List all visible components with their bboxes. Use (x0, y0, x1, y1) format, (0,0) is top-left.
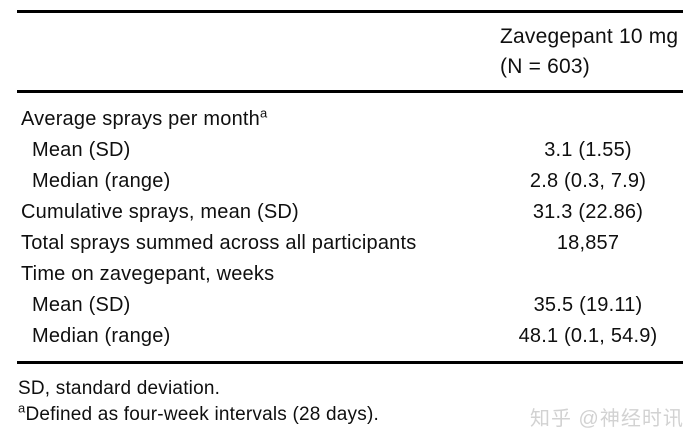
row-label: Time on zavegepant, weeks (17, 263, 493, 286)
table-body: Average sprays per montha Mean (SD) 3.1 … (17, 93, 683, 361)
row-label: Mean (SD) (17, 294, 493, 317)
row-label-text: Time on zavegepant, weeks (21, 263, 275, 285)
row-value: 18,857 (556, 232, 620, 254)
row-label-text: Cumulative sprays, mean (SD) (21, 201, 299, 223)
row-label: Cumulative sprays, mean (SD) (17, 201, 493, 224)
row-label: Average sprays per montha (17, 105, 493, 131)
row-label-text: Median (range) (32, 325, 171, 347)
table-header-rule (17, 90, 683, 93)
footnote-sd: SD, standard deviation. (18, 376, 683, 402)
table-row: Mean (SD) 35.5 (19.11) (17, 290, 683, 321)
row-label-text: Median (range) (32, 170, 171, 192)
row-label: Median (range) (17, 325, 493, 348)
row-label-text: Mean (SD) (32, 139, 131, 161)
table-header: Zavegepant 10 mg (N = 603) (17, 13, 683, 90)
footnote-marker: a (260, 105, 268, 121)
table-row: Median (range) 48.1 (0.1, 54.9) (17, 321, 683, 352)
row-value: 35.5 (19.11) (533, 294, 643, 316)
footnote-text: SD, standard deviation. (18, 378, 221, 399)
row-label-text: Mean (SD) (32, 294, 131, 316)
statistics-table: Zavegepant 10 mg (N = 603) Average spray… (17, 10, 683, 428)
table-row: Average sprays per montha (17, 104, 683, 135)
table-row: Total sprays summed across all participa… (17, 228, 683, 259)
table-row: Time on zavegepant, weeks (17, 259, 683, 290)
row-value: 31.3 (22.86) (532, 201, 644, 223)
row-value: 3.1 (1.55) (544, 139, 632, 161)
table-row: Cumulative sprays, mean (SD) 31.3 (22.86… (17, 197, 683, 228)
footnote-text: Defined as four-week intervals (28 days)… (25, 404, 379, 425)
row-label: Mean (SD) (17, 139, 493, 162)
table-footnotes: SD, standard deviation. aDefined as four… (17, 364, 683, 428)
row-label-text: Average sprays per month (21, 108, 260, 130)
row-label-text: Total sprays summed across all participa… (21, 232, 417, 254)
row-label: Total sprays summed across all participa… (17, 232, 493, 255)
row-value: 48.1 (0.1, 54.9) (518, 325, 658, 347)
column-header-line1: Zavegepant 10 mg (500, 25, 679, 48)
column-header-line2: (N = 603) (500, 55, 590, 78)
table-top-rule (17, 10, 683, 13)
row-label: Median (range) (17, 170, 493, 193)
zhihu-watermark: 知乎 @神经时讯 (530, 408, 684, 430)
table-row: Median (range) 2.8 (0.3, 7.9) (17, 166, 683, 197)
row-value: 2.8 (0.3, 7.9) (529, 170, 647, 192)
table-bottom-rule (17, 361, 683, 364)
footnote-marker: a (18, 400, 26, 416)
footnote-a: aDefined as four-week intervals (28 days… (18, 402, 683, 428)
table-row: Mean (SD) 3.1 (1.55) (17, 135, 683, 166)
